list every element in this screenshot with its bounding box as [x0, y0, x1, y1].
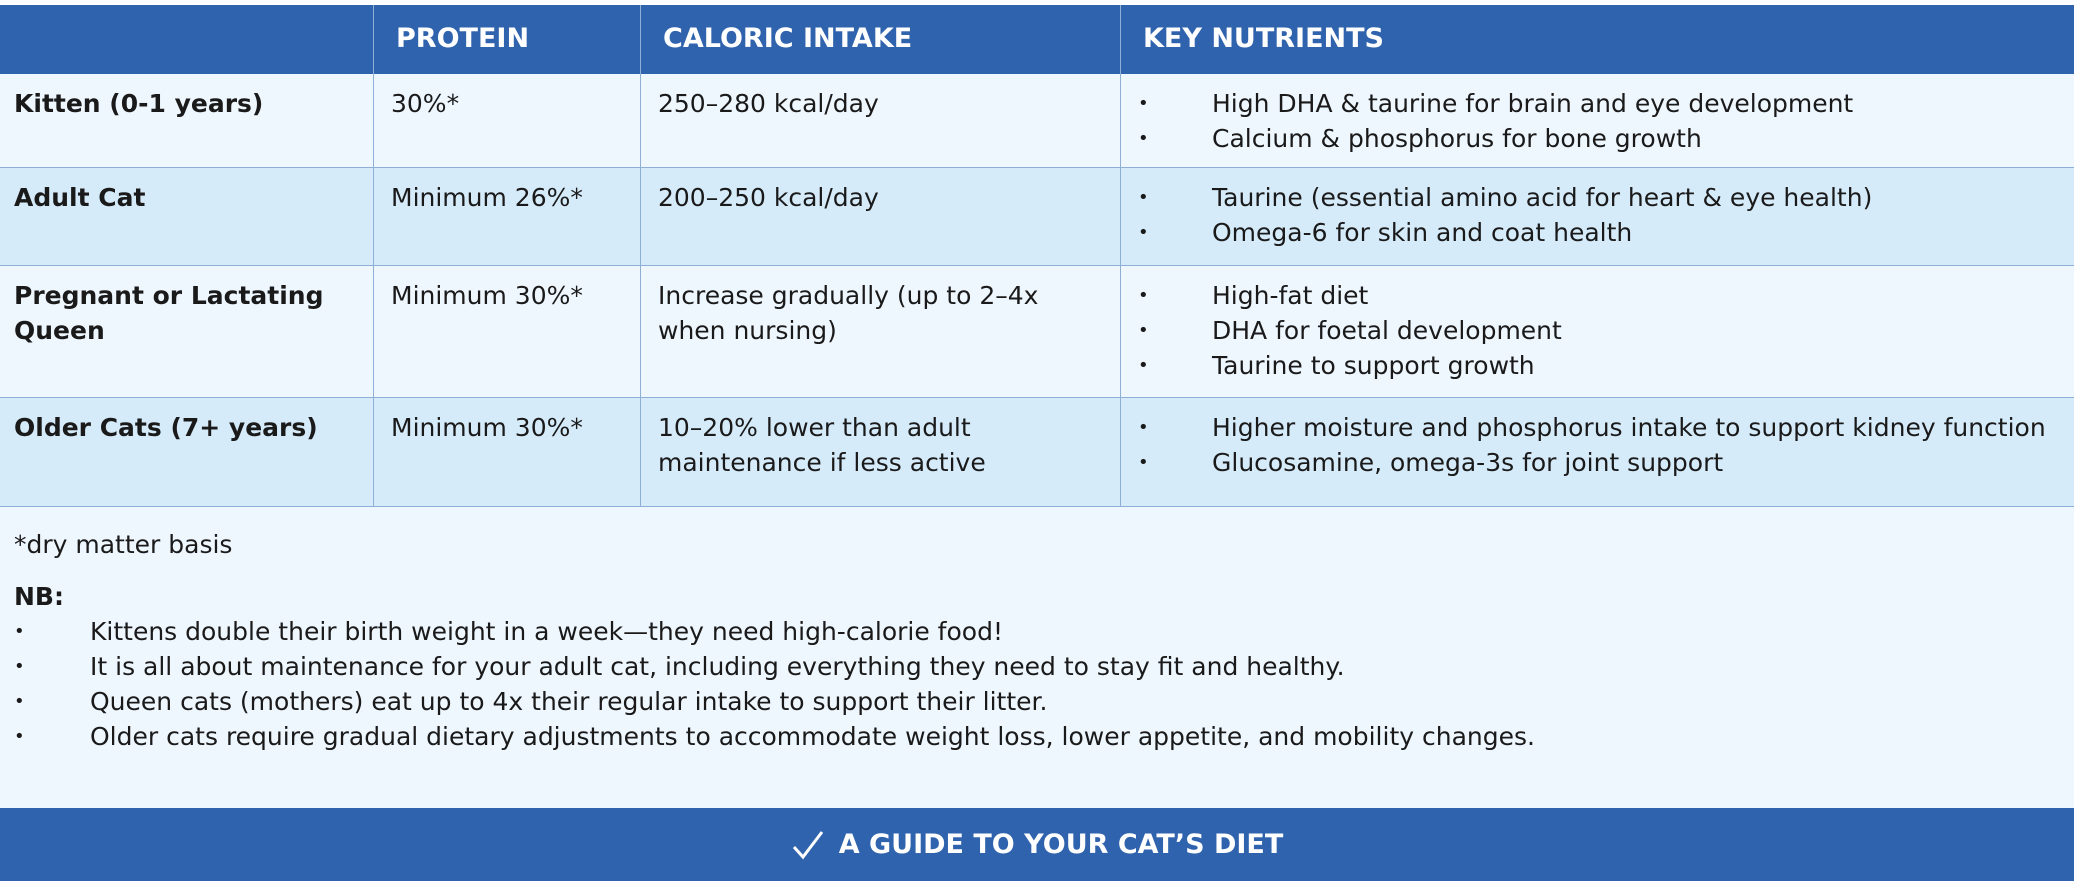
nutrient-item: Taurine (essential amino acid for heart …: [1121, 180, 2074, 215]
nb-label: NB:: [14, 582, 64, 611]
nutrient-item: Taurine to support growth: [1121, 348, 2074, 383]
protein-cell: Minimum 26%*: [373, 168, 640, 266]
nutrient-item: Calcium & phosphorus for bone growth: [1121, 121, 2074, 156]
stage-cell: Kitten (0-1 years): [0, 74, 373, 168]
nb-item: Queen cats (mothers) eat up to 4x their …: [0, 684, 2074, 719]
banner-title: A GUIDE TO YOUR CAT’S DIET: [838, 829, 1284, 860]
header-blank: [0, 5, 373, 74]
notes: *dry matter basis NB: Kittens double the…: [0, 507, 2074, 808]
column-header: KEY NUTRIENTS: [1120, 5, 2074, 74]
protein-cell: Minimum 30%*: [373, 398, 640, 507]
nb-item: It is all about maintenance for your adu…: [0, 649, 2074, 684]
check-icon: [792, 830, 823, 859]
banner: A GUIDE TO YOUR CAT’S DIET: [0, 808, 2074, 881]
stage-cell: Adult Cat: [0, 168, 373, 266]
nb-item: Kittens double their birth weight in a w…: [0, 614, 2074, 649]
calories-cell: 200–250 kcal/day: [640, 168, 1120, 266]
column-header: CALORIC INTAKE: [640, 5, 1120, 74]
nutrients-cell: High-fat dietDHA for foetal developmentT…: [1120, 266, 2074, 398]
calories-cell: 250–280 kcal/day: [640, 74, 1120, 168]
footnote: *dry matter basis: [14, 530, 233, 559]
calories-cell: Increase gradually (up to 2–4x when nurs…: [640, 266, 1120, 398]
calories-cell: 10–20% lower than adult maintenance if l…: [640, 398, 1120, 507]
stage-cell: Older Cats (7+ years): [0, 398, 373, 507]
nutrient-item: High DHA & taurine for brain and eye dev…: [1121, 86, 2074, 121]
nb-item: Older cats require gradual dietary adjus…: [0, 719, 2074, 754]
nb-list: Kittens double their birth weight in a w…: [0, 614, 2074, 754]
nutrients-cell: High DHA & taurine for brain and eye dev…: [1120, 74, 2074, 168]
nutrient-item: Higher moisture and phosphorus intake to…: [1121, 410, 2074, 445]
nutrient-item: Omega-6 for skin and coat health: [1121, 215, 2074, 250]
stage-cell: Pregnant or Lactating Queen: [0, 266, 373, 398]
nutrient-item: High-fat diet: [1121, 278, 2074, 313]
nutrients-cell: Taurine (essential amino acid for heart …: [1120, 168, 2074, 266]
nutrient-item: Glucosamine, omega-3s for joint support: [1121, 445, 2074, 480]
nutrient-item: DHA for foetal development: [1121, 313, 2074, 348]
protein-cell: 30%*: [373, 74, 640, 168]
protein-cell: Minimum 30%*: [373, 266, 640, 398]
nutrients-cell: Higher moisture and phosphorus intake to…: [1120, 398, 2074, 507]
column-header: PROTEIN: [373, 5, 640, 74]
